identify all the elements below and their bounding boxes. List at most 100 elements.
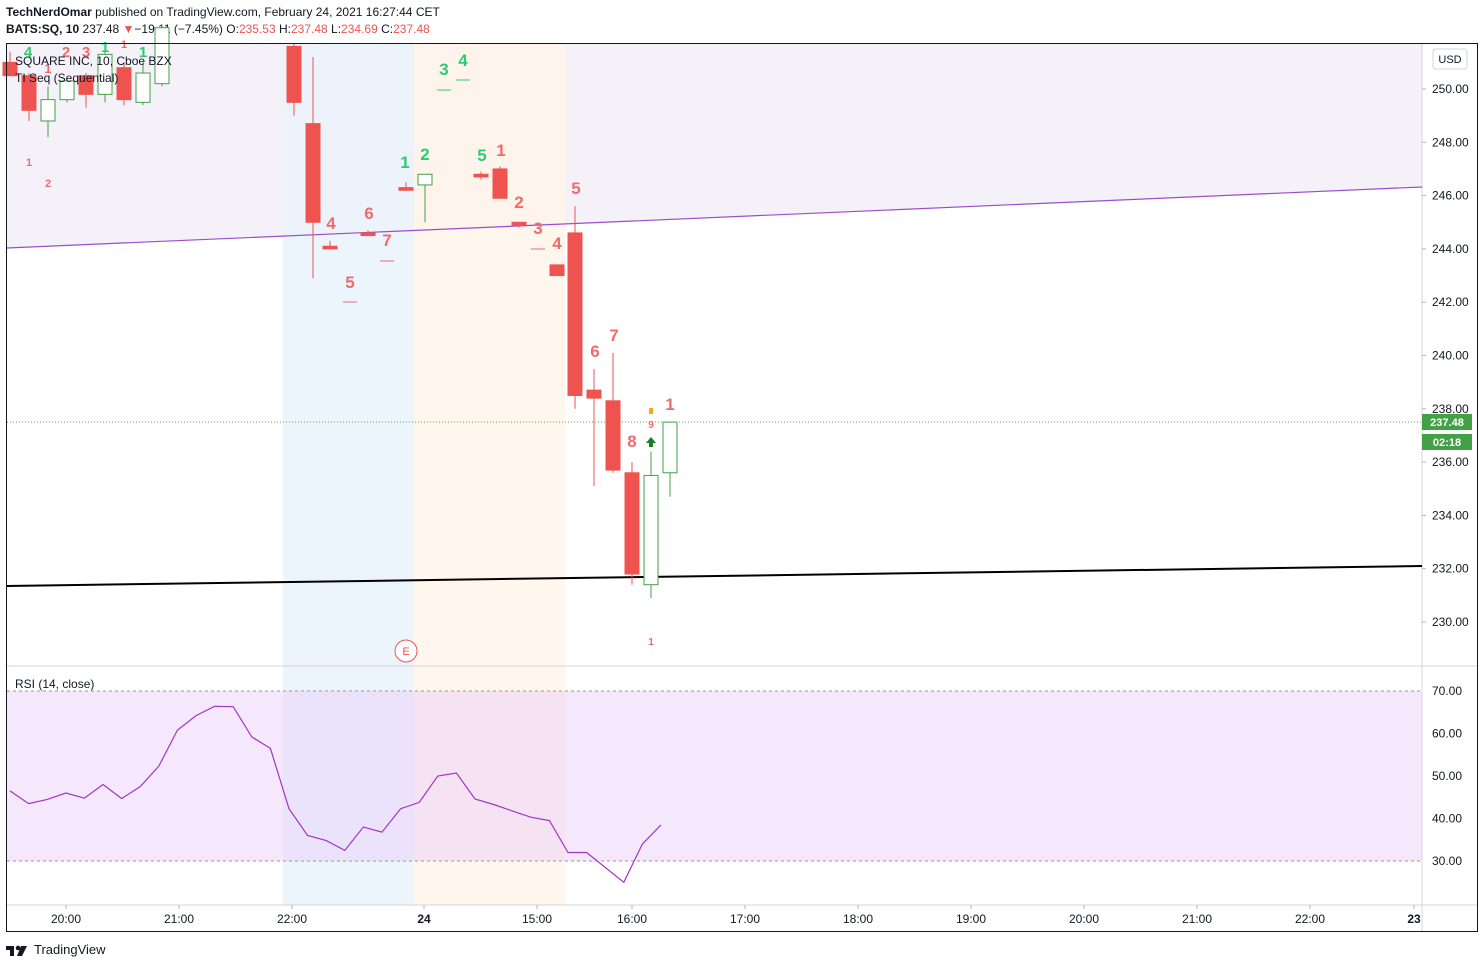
price-axis-label: 230.00 — [1432, 615, 1469, 629]
legend-title: SQUARE INC, 10, Cboe BZX — [15, 54, 172, 68]
publisher-line: TechNerdOmar published on TradingView.co… — [6, 5, 440, 19]
sequential-count-label: 7 — [609, 326, 618, 345]
close-value: 237.48 — [393, 22, 430, 36]
sequential-count-label: 8 — [627, 432, 636, 451]
candle-body[interactable] — [322, 245, 338, 250]
candle-body[interactable] — [492, 168, 508, 199]
time-axis-label: 24 — [417, 912, 431, 926]
time-axis-label: 20:00 — [51, 912, 81, 926]
time-axis-label: 22:00 — [1295, 912, 1325, 926]
legend-indicator: TI Seq (Sequential) — [15, 71, 119, 85]
price-axis-label: 234.00 — [1432, 508, 1469, 522]
sequential-count-label: 1 — [121, 39, 127, 51]
candle-body[interactable] — [305, 123, 321, 223]
sequential-count-label: 2 — [62, 44, 70, 61]
sequential-count-label: 1 — [139, 44, 147, 61]
sequential-count-label: 2 — [420, 145, 429, 164]
rsi-line — [9, 705, 662, 884]
sequential-count-label: 3 — [533, 219, 542, 238]
sequential-count-label: 6 — [364, 204, 373, 223]
time-axis-label: 17:00 — [730, 912, 760, 926]
candle-body[interactable] — [398, 187, 414, 191]
price-axis[interactable]: 250.00 248.00 246.00 244.00 242.00 240.00 238.… — [1422, 82, 1469, 629]
tradingview-logo-icon — [6, 945, 27, 956]
last-price-badge: 237.48 — [1430, 417, 1464, 429]
candle-body[interactable] — [360, 232, 376, 237]
candle-body[interactable] — [473, 173, 489, 178]
sequential-count-label: 1 — [101, 39, 109, 56]
footer-brand: TradingView — [34, 942, 106, 957]
candle-body[interactable] — [59, 80, 75, 101]
author-name[interactable]: TechNerdOmar — [6, 5, 92, 19]
candle-body[interactable] — [135, 72, 151, 103]
price-axis-label: 232.00 — [1432, 562, 1469, 576]
candle-body[interactable] — [511, 221, 527, 226]
sequential-count-label: 2 — [45, 178, 51, 190]
candle-body[interactable] — [40, 99, 56, 122]
sequential-count-label: 4 — [24, 44, 33, 61]
currency-button-bg[interactable] — [1432, 48, 1468, 70]
price-axis-label: 246.00 — [1432, 189, 1469, 203]
candle-body[interactable] — [662, 421, 678, 474]
price-axis-label: 250.00 — [1432, 82, 1469, 96]
candle-body[interactable] — [549, 264, 565, 277]
tradingview-logo[interactable]: TradingView — [6, 942, 106, 957]
sequential-count-label: 1 — [665, 395, 674, 414]
sequential-count-label: 1 — [496, 141, 505, 160]
perfection-marker — [649, 408, 653, 414]
countdown-badge-bg — [1422, 434, 1472, 450]
sequential-count-label: 1 — [648, 637, 654, 648]
price-axis-label: 238.00 — [1432, 402, 1469, 416]
sequential-count-label: 4 — [326, 214, 336, 233]
buy-arrow-icon — [646, 437, 656, 447]
sequential-count-label: 3 — [439, 60, 448, 79]
last-price: 237.48 — [82, 22, 120, 36]
low-value: 234.69 — [341, 22, 378, 36]
candle-body[interactable] — [21, 75, 37, 111]
sequential-count-label: 3 — [82, 44, 90, 61]
sequential-count-label: 7 — [382, 231, 391, 250]
candle-body[interactable] — [605, 400, 621, 471]
high-value: 237.48 — [290, 22, 328, 36]
rsi-axis-label: 50.00 — [1432, 769, 1462, 783]
sequential-count-label: 1 — [26, 157, 32, 169]
time-axis-label: 19:00 — [956, 912, 986, 926]
sequential-count-label: 4 — [458, 51, 468, 70]
sequential-count-label: 5 — [345, 273, 354, 292]
time-axis-label: 22:00 — [277, 912, 307, 926]
last-price-badge-bg — [1422, 414, 1472, 430]
time-axis-label: 15:00 — [522, 912, 552, 926]
time-axis-label: 21:00 — [1182, 912, 1212, 926]
sequential-count-label: 1 — [400, 153, 409, 172]
time-axis[interactable]: 20:00 21:00 22:00 24 15:00 16:00 17:00 18:00 19:… — [51, 905, 1421, 926]
candle-body[interactable] — [154, 27, 170, 85]
candle-body[interactable] — [78, 75, 94, 95]
candle-body[interactable] — [624, 472, 640, 575]
candle-body[interactable] — [567, 232, 583, 396]
symbol-label: BATS:SQ, 10 — [6, 22, 80, 36]
sequential-count-label: 4 — [552, 234, 562, 253]
price-axis-label: 244.00 — [1432, 242, 1469, 256]
rsi-axis-label: 40.00 — [1432, 812, 1462, 826]
candle-body[interactable] — [417, 173, 433, 186]
chart-frame — [6, 43, 1478, 932]
high-label: H: — [278, 22, 291, 36]
earnings-marker-icon[interactable] — [394, 639, 418, 663]
session-highlight-orange — [414, 44, 565, 905]
candle-body[interactable] — [116, 67, 132, 101]
candle-body[interactable] — [97, 53, 113, 95]
symbol-quote-line: BATS:SQ, 10 237.48 ▼−19.11 (−7.45%) O:23… — [6, 22, 430, 36]
rsi-axis-label: 60.00 — [1432, 727, 1462, 741]
candle-body[interactable] — [286, 45, 302, 103]
candle-body[interactable] — [586, 389, 602, 399]
trendline-black[interactable] — [6, 565, 1423, 587]
low-label: L: — [331, 22, 342, 36]
trendline-purple[interactable] — [6, 186, 1423, 249]
time-axis-label: 23 — [1407, 912, 1421, 926]
price-axis-label: 236.00 — [1432, 455, 1469, 469]
candle-body[interactable] — [643, 474, 659, 586]
time-axis-label: 16:00 — [617, 912, 647, 926]
sequential-count-label: 9 — [648, 420, 654, 431]
